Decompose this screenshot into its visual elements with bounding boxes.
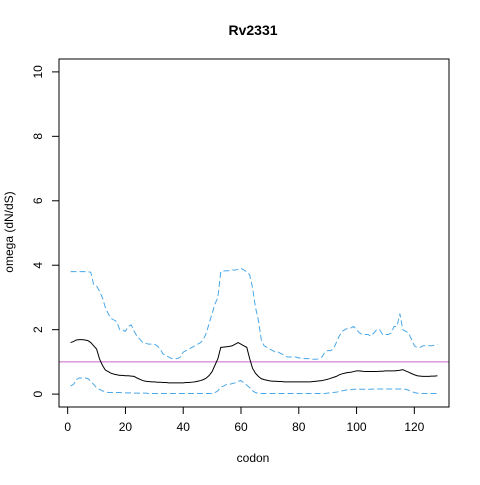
y-tick-label: 2 — [31, 326, 45, 333]
chart-title: Rv2331 — [228, 22, 277, 38]
y-tick-label: 6 — [31, 197, 45, 204]
x-tick-label: 20 — [119, 420, 133, 434]
upper-bound-line — [70, 267, 438, 360]
y-tick-label: 10 — [31, 65, 45, 79]
y-axis-label: omega (dN/dS) — [2, 191, 16, 272]
lower-bound-line — [70, 377, 438, 394]
y-tick-label: 4 — [31, 262, 45, 269]
x-tick-label: 0 — [64, 420, 71, 434]
x-axis: 0 20 40 60 80 100 120 — [64, 406, 425, 434]
x-tick-label: 100 — [347, 420, 367, 434]
x-tick-label: 60 — [234, 420, 248, 434]
y-tick-label: 0 — [31, 390, 45, 397]
y-axis: 0 2 4 6 8 10 — [31, 65, 60, 397]
y-tick-label: 8 — [31, 133, 45, 140]
estimate-line — [70, 339, 438, 384]
x-tick-label: 80 — [292, 420, 306, 434]
plot-lines — [59, 267, 449, 394]
plot-frame — [58, 58, 450, 408]
x-tick-label: 120 — [404, 420, 424, 434]
x-tick-label: 40 — [177, 420, 191, 434]
x-axis-label: codon — [237, 451, 270, 465]
